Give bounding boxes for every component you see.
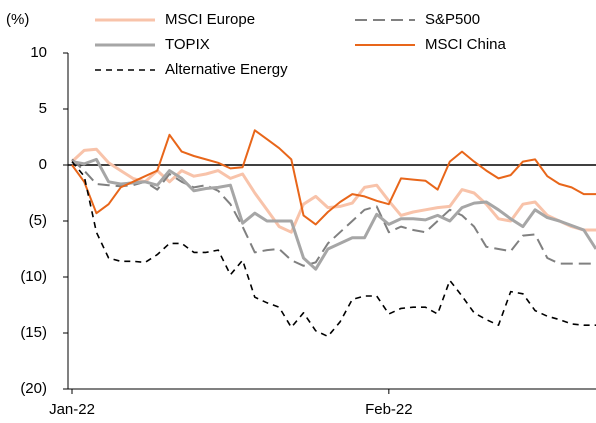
y-tick-label: (15) <box>20 324 47 341</box>
y-tick-label: 0 <box>39 156 47 173</box>
y-tick-label: 10 <box>30 44 47 61</box>
line-series <box>71 129 596 226</box>
y-axis-label: (%) <box>6 11 29 28</box>
line-series <box>71 157 596 271</box>
y-tick-label: 5 <box>39 100 47 117</box>
legend-label: Alternative Energy <box>165 61 288 78</box>
y-tick-label: (10) <box>20 268 47 285</box>
x-tick-label: Feb-22 <box>365 401 413 418</box>
legend-label: S&P500 <box>425 11 480 28</box>
line-series <box>71 158 596 267</box>
x-tick-label: Jan-22 <box>49 401 95 418</box>
line-series <box>70 147 596 234</box>
line-series <box>71 161 596 338</box>
legend-label: MSCI Europe <box>165 11 255 28</box>
legend-label: TOPIX <box>165 36 210 53</box>
legend-label: MSCI China <box>425 36 507 53</box>
y-tick-label: (20) <box>20 380 47 397</box>
y-tick-label: (5) <box>29 212 47 229</box>
